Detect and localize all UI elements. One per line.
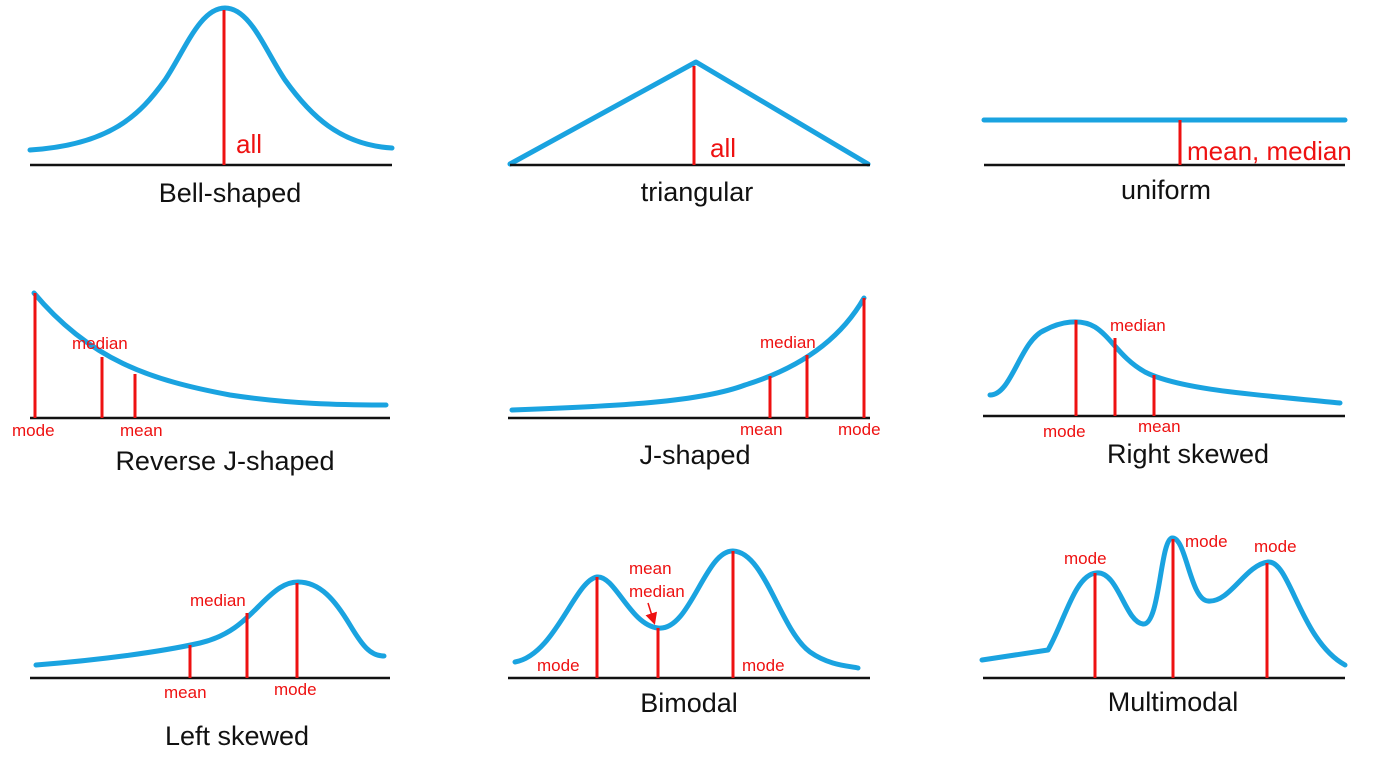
reverse-j-mode-label: mode <box>12 421 55 440</box>
left-skewed-mode-label: mode <box>274 680 317 699</box>
bimodal-curve <box>512 548 861 671</box>
triangular-panel: all triangular <box>507 59 871 207</box>
bell-caption: Bell-shaped <box>159 178 302 208</box>
j-shaped-mean-label: mean <box>740 420 783 439</box>
multimodal-caption: Multimodal <box>1108 687 1239 717</box>
right-skewed-mode-label: mode <box>1043 422 1086 441</box>
multimodal-mode-1-label: mode <box>1064 549 1107 568</box>
bimodal-median-label: median <box>629 582 685 601</box>
reverse-j-panel: median mode mean Reverse J-shaped <box>12 290 390 476</box>
bimodal-caption: Bimodal <box>640 688 738 718</box>
j-shaped-caption: J-shaped <box>639 440 750 470</box>
left-skewed-median-label: median <box>190 591 246 610</box>
multimodal-curve <box>979 535 1348 668</box>
reverse-j-median-label: median <box>72 334 128 353</box>
j-shaped-mode-label: mode <box>838 420 881 439</box>
right-skewed-curve <box>987 319 1343 406</box>
left-skewed-panel: median mean mode Left skewed <box>30 579 390 751</box>
left-skewed-curve <box>33 579 387 668</box>
triangular-curve <box>507 59 871 167</box>
reverse-j-caption: Reverse J-shaped <box>115 446 334 476</box>
uniform-panel: mean, median uniform <box>981 117 1352 205</box>
bell-all-label: all <box>236 129 262 159</box>
bimodal-arrow <box>645 602 658 625</box>
bell-shaped-panel: all Bell-shaped <box>27 5 395 208</box>
bimodal-mean-label: mean <box>629 559 672 578</box>
reverse-j-mean-label: mean <box>120 421 163 440</box>
bimodal-mode-right-label: mode <box>742 656 785 675</box>
uniform-mean-median-label: mean, median <box>1187 136 1352 166</box>
bimodal-panel: mean median mode mode Bimodal <box>508 548 870 718</box>
triangular-all-label: all <box>710 133 736 163</box>
multimodal-panel: mode mode mode Multimodal <box>979 532 1348 717</box>
right-skewed-median-label: median <box>1110 316 1166 335</box>
left-skewed-caption: Left skewed <box>165 721 309 751</box>
bell-curve <box>27 5 395 153</box>
right-skewed-caption: Right skewed <box>1107 439 1269 469</box>
j-shaped-median-label: median <box>760 333 816 352</box>
bimodal-mode-left-label: mode <box>537 656 580 675</box>
reverse-j-curve <box>31 290 389 408</box>
j-shaped-panel: median mean mode J-shaped <box>508 295 881 470</box>
multimodal-mode-3-label: mode <box>1254 537 1297 556</box>
left-skewed-mean-label: mean <box>164 683 207 702</box>
triangular-caption: triangular <box>641 177 754 207</box>
right-skewed-panel: median mode mean Right skewed <box>983 316 1345 469</box>
right-skewed-mean-label: mean <box>1138 417 1181 436</box>
j-shaped-curve <box>509 295 867 413</box>
uniform-caption: uniform <box>1121 175 1211 205</box>
multimodal-mode-2-label: mode <box>1185 532 1228 551</box>
